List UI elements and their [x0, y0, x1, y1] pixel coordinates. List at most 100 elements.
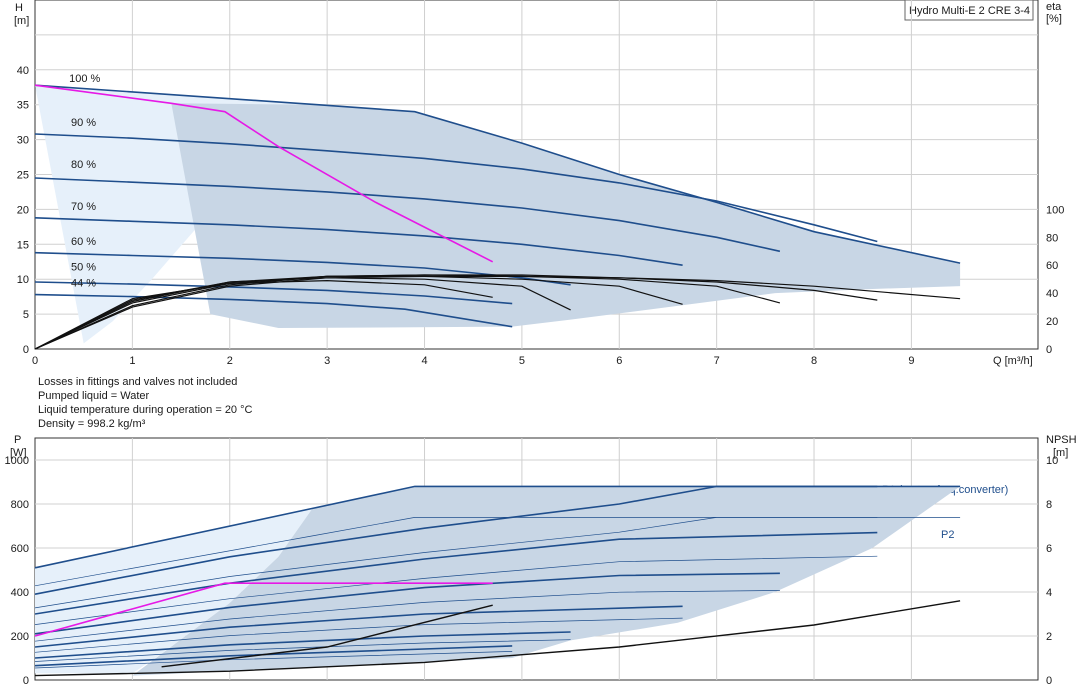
head-curve-70 [34, 217, 683, 266]
head-curve-start-50 [34, 281, 133, 285]
y2-tick-3: 60 [1046, 260, 1058, 272]
npsh-curve-0 [34, 600, 961, 677]
npsh-tick-2: 4 [1046, 587, 1052, 599]
y-tick-4: 20 [17, 204, 29, 216]
x-tick-6: 6 [616, 355, 622, 367]
npsh-tick-3: 6 [1046, 543, 1052, 555]
head-curve-start-80 [34, 177, 133, 183]
npsh-tick-5: 10 [1046, 455, 1058, 467]
head-curve-start-44 [34, 294, 133, 297]
npsh-curve-1 [161, 604, 493, 668]
y2-axis-title-eta: eta [1046, 1, 1062, 13]
head-eta-plot: Hydro Multi-E 2 CRE 3-4 H [m] eta [%] Q … [14, 0, 1062, 367]
bottom-plot-frame [34, 437, 1039, 681]
y-axis-title-h: H [15, 2, 23, 14]
y-tick-5: 25 [17, 170, 29, 182]
eta-curve-5 [34, 279, 493, 350]
p1-curve-1 [34, 485, 878, 595]
p2-curve-2 [34, 555, 878, 625]
system-curve-bottom [34, 582, 493, 637]
title-box [904, 0, 1034, 21]
note-liquid: Pumped liquid = Water [38, 390, 150, 402]
p2-curve-6 [34, 651, 513, 669]
bottom-dark-region [132, 486, 961, 676]
x-tick-1: 1 [129, 355, 135, 367]
x-tick-8: 8 [811, 355, 817, 367]
p-tick-4: 800 [11, 499, 29, 511]
p1-curve-2 [34, 531, 878, 615]
head-curve-100 [34, 84, 961, 264]
y2-tick-5: 100 [1046, 204, 1064, 216]
speed-label-2: 80 % [71, 159, 96, 171]
npsh-tick-0: 0 [1046, 675, 1052, 687]
npsh-tick-1: 2 [1046, 631, 1052, 643]
speed-label-6: 44 % [71, 278, 96, 290]
y2-axis-title-npsh: NPSH [1046, 434, 1077, 446]
y-tick-1: 5 [23, 309, 29, 321]
y2-tick-1: 20 [1046, 316, 1058, 328]
p-tick-1: 200 [11, 631, 29, 643]
y-axis-unit-h: [m] [14, 15, 29, 27]
note-losses: Losses in fittings and valves not includ… [38, 376, 238, 388]
p-tick-3: 600 [11, 543, 29, 555]
y-tick-6: 30 [17, 135, 29, 147]
note-temperature: Liquid temperature during operation = 20… [38, 404, 253, 416]
bottom-light-region [35, 508, 313, 674]
eta-curve-4 [34, 277, 571, 350]
eta-curve-3 [34, 275, 683, 350]
speed-label-1: 90 % [71, 117, 96, 129]
head-curve-start-90 [34, 133, 133, 139]
x-tick-0: 0 [32, 355, 38, 367]
y-axis-title-p: P [14, 434, 21, 446]
p2-curve-3 [34, 590, 780, 642]
x-tick-3: 3 [324, 355, 330, 367]
head-curve-90 [34, 133, 878, 243]
x-tick-9: 9 [908, 355, 914, 367]
x-tick-4: 4 [421, 355, 427, 367]
p-tick-2: 400 [11, 587, 29, 599]
y2-tick-4: 80 [1046, 232, 1058, 244]
p2-curve-4 [34, 617, 683, 653]
y2-tick-2: 40 [1046, 288, 1058, 300]
p1-curve-6 [34, 645, 513, 667]
p1-curve-4 [34, 605, 683, 648]
x-tick-2: 2 [227, 355, 233, 367]
y-axis-unit-p: [W] [10, 447, 27, 459]
y2-axis-unit-npsh: [m] [1053, 447, 1068, 459]
head-curve-start-60 [34, 252, 133, 256]
p2-curve-0 [34, 517, 961, 587]
top-dark-region [171, 103, 961, 329]
x-tick-5: 5 [519, 355, 525, 367]
eta-curve-0 [34, 275, 961, 350]
y-tick-8: 40 [17, 65, 29, 77]
chart-notes: Losses in fittings and valves not includ… [38, 375, 252, 431]
head-curve-80 [34, 177, 781, 253]
head-curve-start-100 [34, 84, 318, 106]
y-tick-3: 15 [17, 239, 29, 251]
y-tick-2: 10 [17, 274, 29, 286]
p-tick-0: 0 [23, 675, 29, 687]
chart-title: Hydro Multi-E 2 CRE 3-4 [909, 5, 1030, 17]
p1-curve-3 [34, 572, 780, 635]
head-curve-start-70 [34, 217, 133, 222]
p2-curve-1 [34, 517, 878, 609]
speed-label-3: 70 % [71, 201, 96, 213]
y-tick-0: 0 [23, 344, 29, 356]
y2-axis-unit-eta: [%] [1046, 13, 1062, 25]
y2-tick-0: 0 [1046, 344, 1052, 356]
p2-series-label: P2 [941, 529, 954, 541]
p1-curve-5 [34, 631, 571, 659]
p1-curve-0 [34, 485, 961, 569]
eta-curve-1 [34, 274, 878, 350]
speed-label-4: 60 % [71, 236, 96, 248]
note-density: Density = 998.2 kg/m³ [38, 418, 146, 430]
y-tick-7: 35 [17, 100, 29, 112]
speed-label-0: 100 % [69, 73, 100, 85]
p-tick-5: 1000 [5, 455, 29, 467]
x-tick-7: 7 [714, 355, 720, 367]
system-curve-top [34, 84, 494, 263]
eta-curve-2 [34, 274, 781, 350]
speed-label-5: 50 % [71, 262, 96, 274]
npsh-tick-4: 8 [1046, 499, 1052, 511]
